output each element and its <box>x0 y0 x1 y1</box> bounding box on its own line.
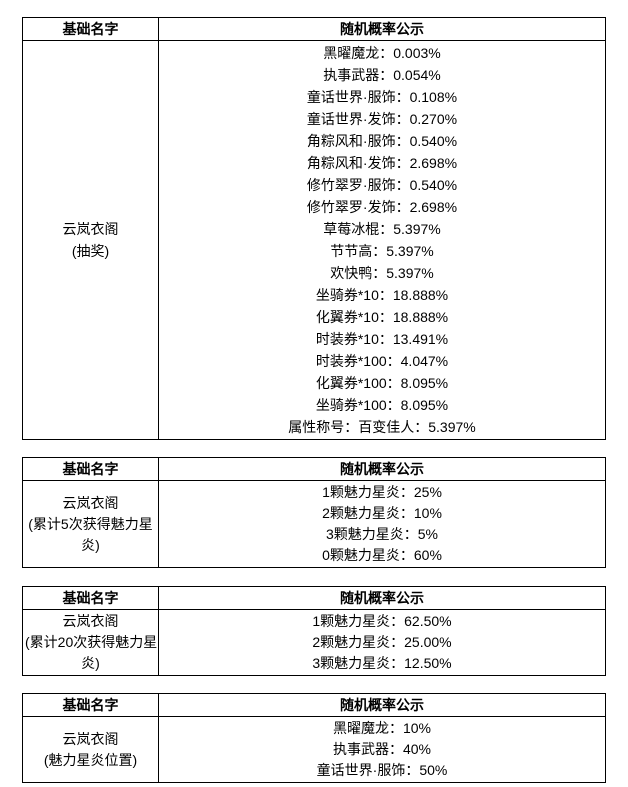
probability-item: 时装券*10：13.491% <box>315 331 449 347</box>
table-data-row: 云岚衣阁 (累计20次获得魅力星 炎) 1颗魅力星炎：62.50% 2颗魅力星炎… <box>22 609 606 676</box>
base-name-cell: 云岚衣阁 (累计20次获得魅力星 炎) <box>22 609 159 676</box>
base-name-line: 炎) <box>81 536 100 553</box>
table-header-row: 基础名字 随机概率公示 <box>22 586 606 610</box>
table-data-row: 云岚衣阁 (累计5次获得魅力星 炎) 1颗魅力星炎：25% 2颗魅力星炎：10%… <box>22 480 606 568</box>
probability-item: 2颗魅力星炎：10% <box>322 505 442 521</box>
probability-header: 随机概率公示 <box>158 457 606 481</box>
probability-item: 童话世界·服饰：0.108% <box>306 89 458 105</box>
base-name-line: (抽奖) <box>71 243 110 259</box>
table-header-row: 基础名字 随机概率公示 <box>22 457 606 481</box>
base-name-line: (累计20次获得魅力星 <box>25 634 158 650</box>
probability-item: 节节高：5.397% <box>330 243 434 259</box>
probability-item: 欢快鸭：5.397% <box>330 265 434 281</box>
base-name-line: (累计5次获得魅力星 <box>28 515 153 532</box>
probability-item: 童话世界·发饰：0.270% <box>306 111 458 127</box>
table-header-row: 基础名字 随机概率公示 <box>22 17 606 41</box>
probability-cell: 1颗魅力星炎：62.50% 2颗魅力星炎：25.00% 3颗魅力星炎：12.50… <box>158 609 606 676</box>
probability-item: 3颗魅力星炎：12.50% <box>312 655 452 671</box>
probability-item: 坐骑券*100：8.095% <box>315 397 449 413</box>
probability-item: 黑曜魔龙：10% <box>332 720 432 736</box>
probability-item: 角粽风和·发饰：2.698% <box>306 155 458 171</box>
probability-header: 随机概率公示 <box>158 17 606 41</box>
probability-item: 修竹翠罗·发饰：2.698% <box>306 199 458 215</box>
cumulative-5-draws-probability-table: 基础名字 随机概率公示 云岚衣阁 (累计5次获得魅力星 炎) 1颗魅力星炎：25… <box>22 457 606 568</box>
probability-item: 化翼券*10：18.888% <box>315 309 449 325</box>
probability-item: 黑曜魔龙：0.003% <box>323 45 441 61</box>
probability-header: 随机概率公示 <box>158 586 606 610</box>
base-name-line: 云岚衣阁 <box>62 613 119 629</box>
base-name-cell: 云岚衣阁 (累计5次获得魅力星 炎) <box>22 480 159 568</box>
table-data-row: 云岚衣阁 (魅力星炎位置) 黑曜魔龙：10% 执事武器：40% 童话世界·服饰：… <box>22 716 606 783</box>
base-name-line: 云岚衣阁 <box>62 730 119 747</box>
probability-item: 2颗魅力星炎：25.00% <box>312 634 452 650</box>
probability-item: 1颗魅力星炎：62.50% <box>312 613 452 629</box>
probability-item: 执事武器：0.054% <box>323 67 441 83</box>
probability-cell: 黑曜魔龙：0.003% 执事武器：0.054% 童话世界·服饰：0.108% 童… <box>158 40 606 440</box>
probability-item: 0颗魅力星炎：60% <box>322 547 442 563</box>
probability-item: 草莓冰棍：5.397% <box>323 221 441 237</box>
base-name-line: 炎) <box>81 655 100 671</box>
base-name-header: 基础名字 <box>22 693 159 717</box>
probability-item: 执事武器：40% <box>332 741 432 757</box>
table-header-row: 基础名字 随机概率公示 <box>22 693 606 717</box>
star-flame-position-probability-table: 基础名字 随机概率公示 云岚衣阁 (魅力星炎位置) 黑曜魔龙：10% 执事武器：… <box>22 693 606 783</box>
base-name-line: 云岚衣阁 <box>62 494 119 511</box>
base-name-line: (魅力星炎位置) <box>43 751 138 768</box>
probability-item: 角粽风和·服饰：0.540% <box>306 133 458 149</box>
base-name-cell: 云岚衣阁 (魅力星炎位置) <box>22 716 159 783</box>
probability-cell: 黑曜魔龙：10% 执事武器：40% 童话世界·服饰：50% <box>158 716 606 783</box>
probability-item: 坐骑券*10：18.888% <box>315 287 449 303</box>
probability-item: 修竹翠罗·服饰：0.540% <box>306 177 458 193</box>
base-name-line: 云岚衣阁 <box>62 221 119 237</box>
table-data-row: 云岚衣阁 (抽奖) 黑曜魔龙：0.003% 执事武器：0.054% 童话世界·服… <box>22 40 606 440</box>
cumulative-20-draws-probability-table: 基础名字 随机概率公示 云岚衣阁 (累计20次获得魅力星 炎) 1颗魅力星炎：6… <box>22 586 606 676</box>
base-name-header: 基础名字 <box>22 586 159 610</box>
probability-item: 属性称号：百变佳人：5.397% <box>288 419 476 435</box>
probability-item: 3颗魅力星炎：5% <box>325 526 439 542</box>
base-name-header: 基础名字 <box>22 457 159 481</box>
probability-item: 童话世界·服饰：50% <box>316 762 448 778</box>
base-name-cell: 云岚衣阁 (抽奖) <box>22 40 159 440</box>
probability-item: 化翼券*100：8.095% <box>315 375 449 391</box>
lottery-draw-probability-table: 基础名字 随机概率公示 云岚衣阁 (抽奖) 黑曜魔龙：0.003% 执事武器：0… <box>22 17 606 440</box>
probability-cell: 1颗魅力星炎：25% 2颗魅力星炎：10% 3颗魅力星炎：5% 0颗魅力星炎：6… <box>158 480 606 568</box>
probability-item: 1颗魅力星炎：25% <box>322 484 442 500</box>
base-name-header: 基础名字 <box>22 17 159 41</box>
probability-header: 随机概率公示 <box>158 693 606 717</box>
probability-item: 时装券*100：4.047% <box>315 353 449 369</box>
